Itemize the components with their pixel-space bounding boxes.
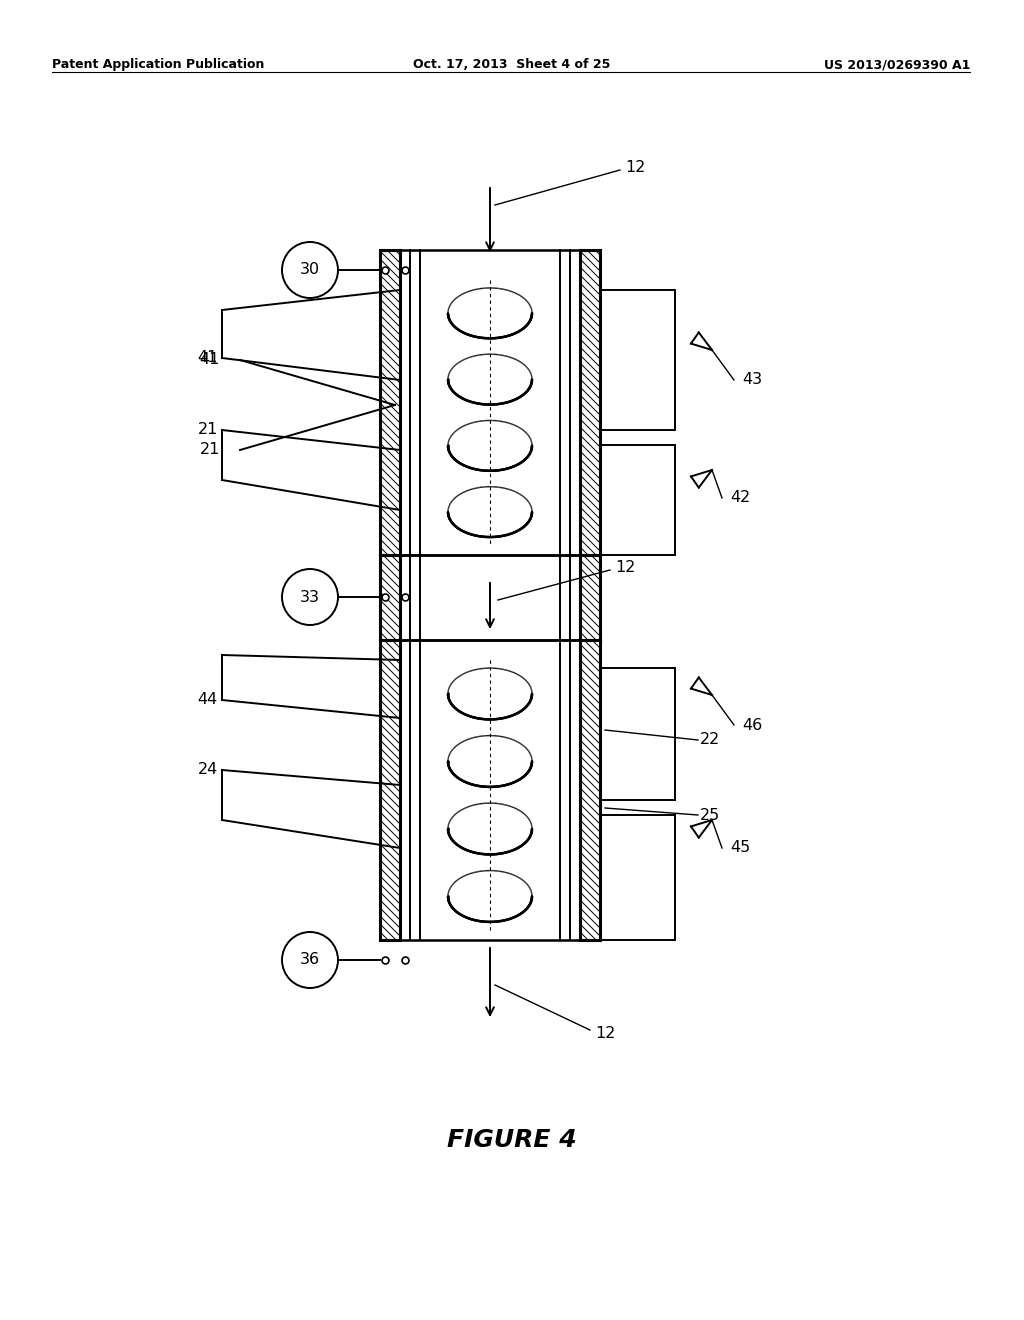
Text: 21: 21 xyxy=(200,442,220,458)
Text: 21: 21 xyxy=(198,422,218,437)
Text: 36: 36 xyxy=(300,953,321,968)
Text: Patent Application Publication: Patent Application Publication xyxy=(52,58,264,71)
Text: US 2013/0269390 A1: US 2013/0269390 A1 xyxy=(823,58,970,71)
Text: FIGURE 4: FIGURE 4 xyxy=(447,1129,577,1152)
Text: 43: 43 xyxy=(742,372,762,388)
Text: 42: 42 xyxy=(730,491,751,506)
Text: 41: 41 xyxy=(200,352,220,367)
Text: 33: 33 xyxy=(300,590,319,605)
Text: 12: 12 xyxy=(625,160,645,174)
Text: 44: 44 xyxy=(198,693,218,708)
Text: 25: 25 xyxy=(700,808,720,822)
Text: 46: 46 xyxy=(742,718,762,733)
Text: 24: 24 xyxy=(198,763,218,777)
Text: 12: 12 xyxy=(615,560,635,574)
Text: 22: 22 xyxy=(700,733,720,747)
Text: Oct. 17, 2013  Sheet 4 of 25: Oct. 17, 2013 Sheet 4 of 25 xyxy=(414,58,610,71)
Text: 41: 41 xyxy=(198,351,218,366)
Text: 12: 12 xyxy=(595,1026,615,1040)
Text: 45: 45 xyxy=(730,841,751,855)
Text: 30: 30 xyxy=(300,263,321,277)
